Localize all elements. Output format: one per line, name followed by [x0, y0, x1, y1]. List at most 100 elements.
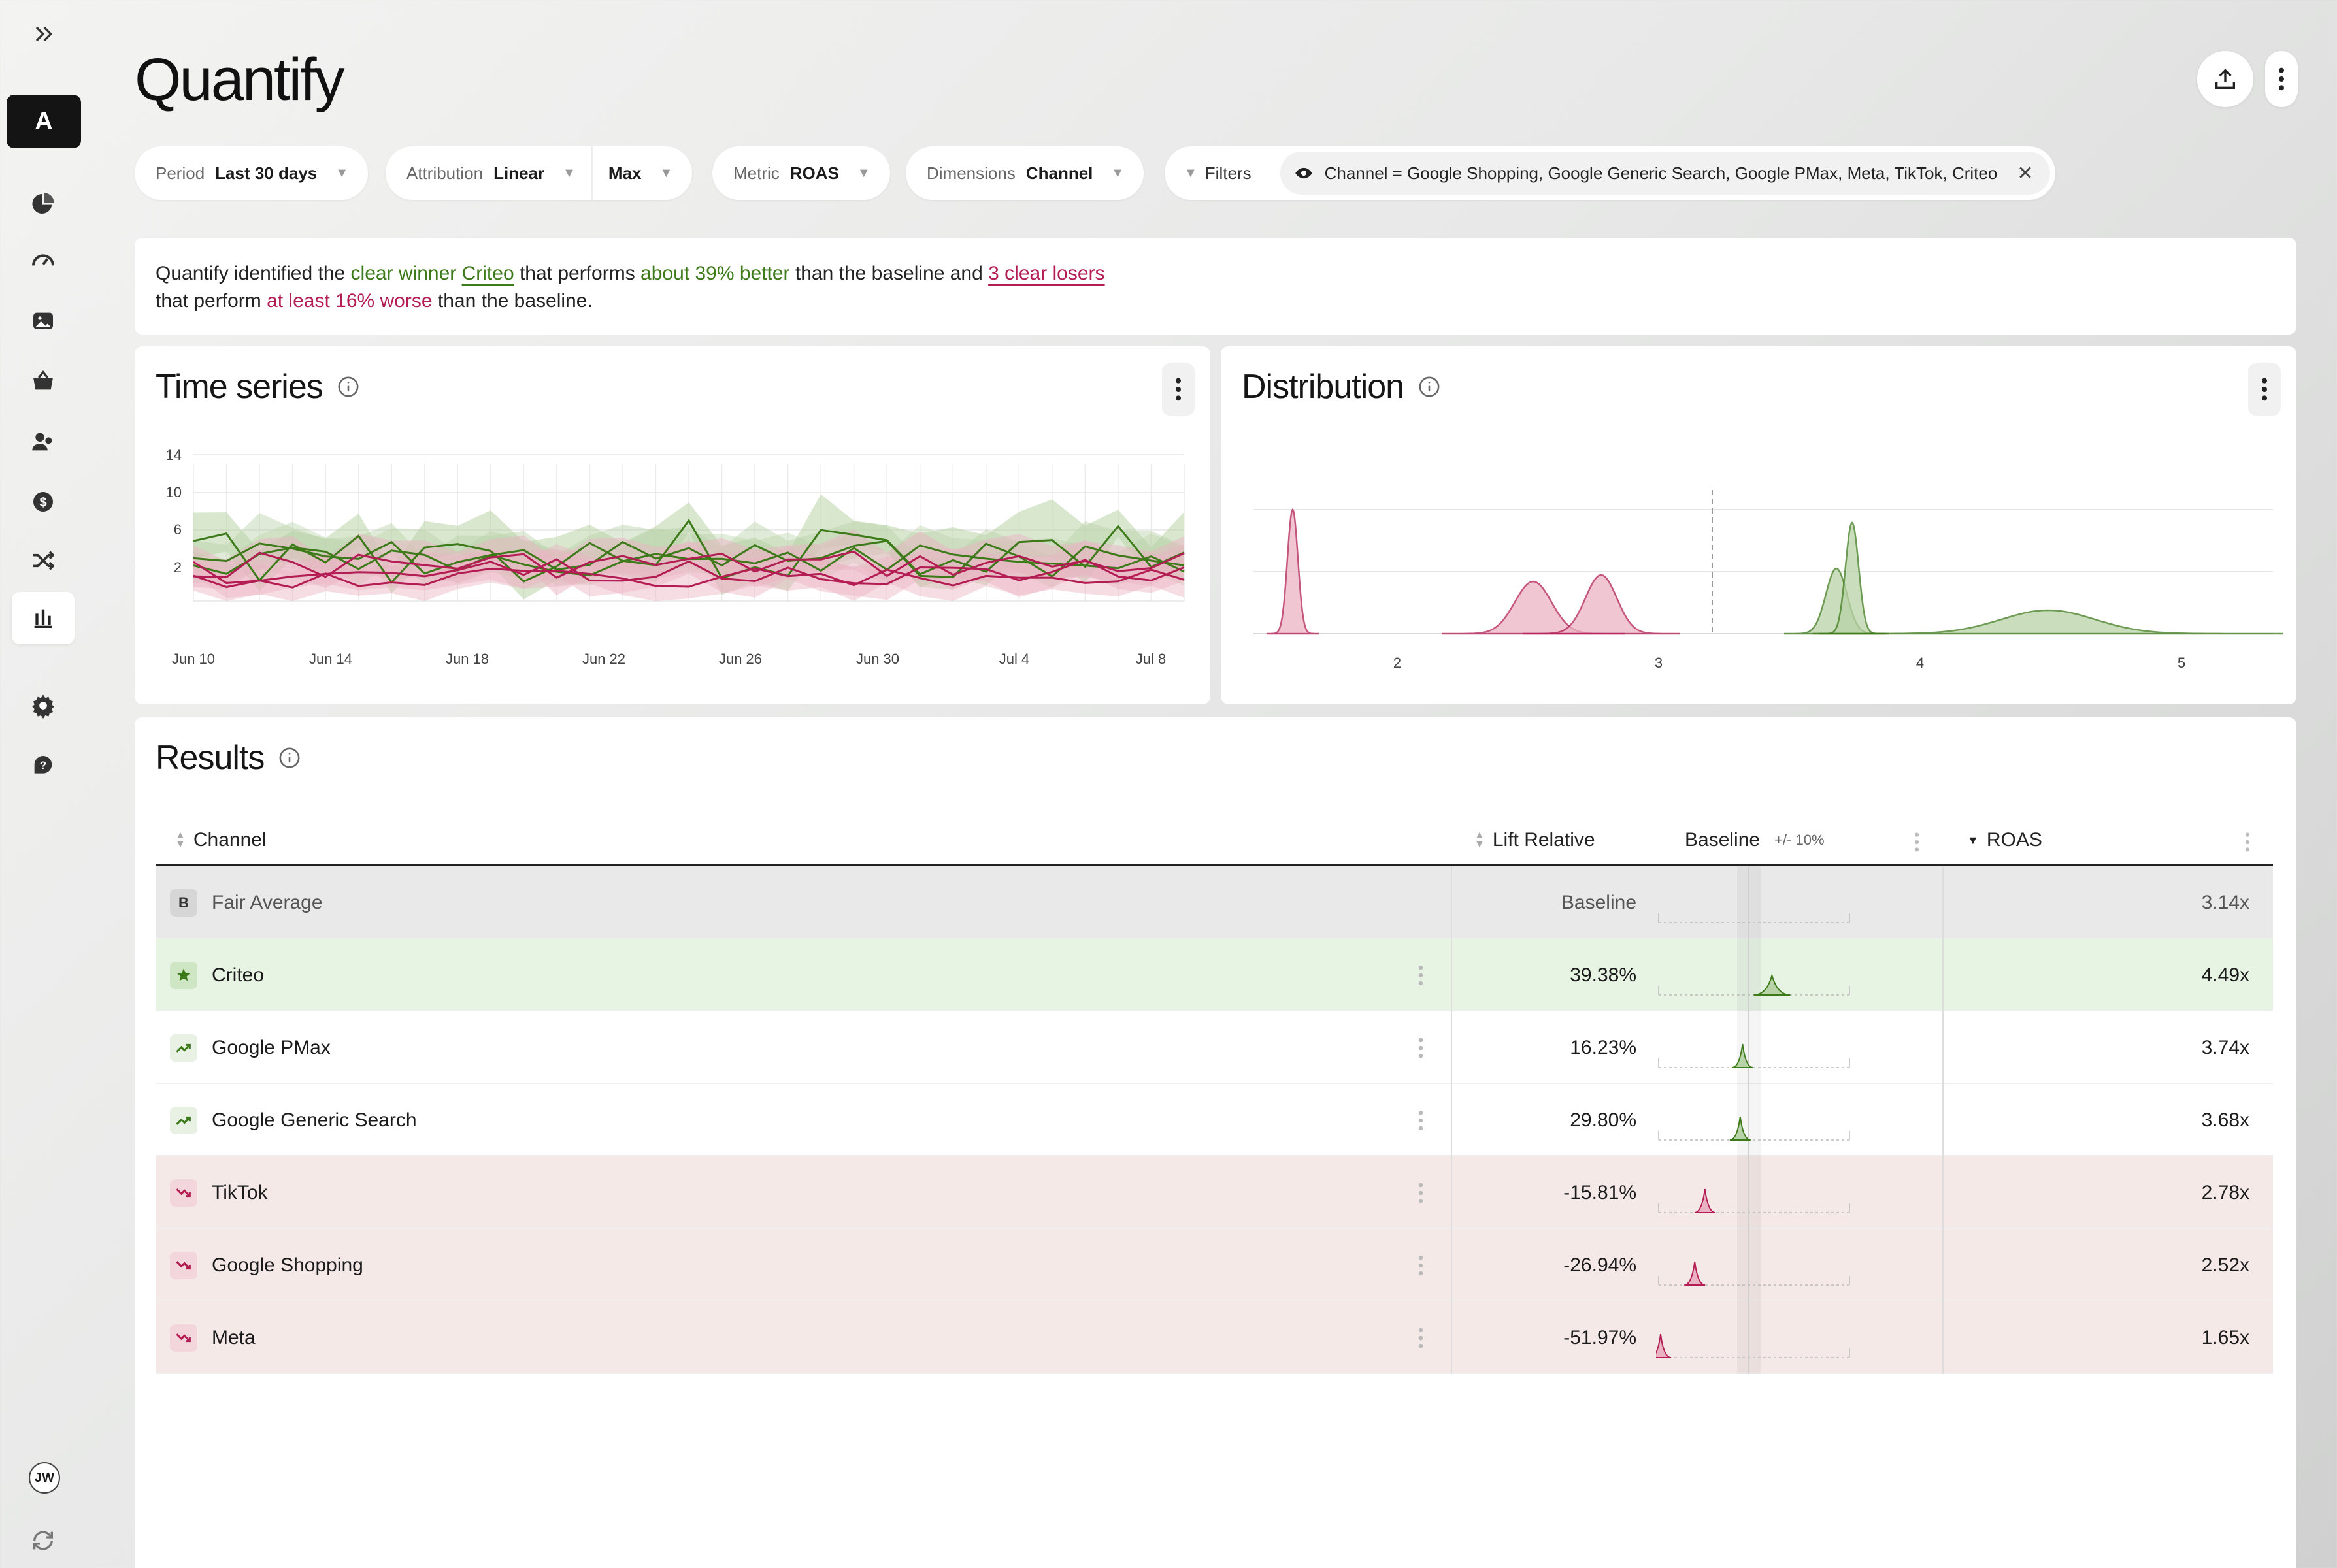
channel-cell: Criteo [170, 939, 264, 1011]
time-series-title: Time series [156, 367, 359, 406]
sidebar-item-dashboard[interactable] [12, 234, 75, 286]
sidebar-item-creatives[interactable] [12, 295, 75, 348]
close-icon[interactable]: ✕ [2017, 162, 2034, 184]
table-row[interactable]: Google PMax 16.23% 3.74x [156, 1011, 2273, 1084]
row-menu-icon[interactable] [1417, 1036, 1425, 1060]
x-tick-label: Jul 4 [999, 651, 1029, 667]
time-series-menu-button[interactable] [1162, 363, 1195, 416]
summary-text: that perform [156, 290, 267, 312]
sidebar-item-journeys[interactable] [12, 534, 75, 587]
table-row[interactable]: Google Shopping -26.94% 2.52x [156, 1229, 2273, 1301]
attribution-model-select[interactable]: Attribution Linear ▼ [406, 146, 576, 200]
user-avatar[interactable]: JW [29, 1462, 60, 1494]
table-row[interactable]: TikTok -15.81% 2.78x [156, 1156, 2273, 1229]
column-divider [1942, 939, 1944, 1011]
winner-link[interactable]: Criteo [461, 263, 514, 284]
table-row[interactable]: B Fair Average Baseline 3.14x [156, 866, 2273, 939]
sidebar-item-overview[interactable] [12, 178, 75, 230]
info-icon[interactable] [337, 376, 359, 398]
row-menu-icon[interactable] [1417, 1326, 1425, 1350]
page-menu-button[interactable] [2265, 51, 2298, 107]
caret-down-icon: ▼ [659, 165, 673, 180]
lift-value: -51.97% [1563, 1326, 1636, 1348]
roas-value: 4.49x [2201, 964, 2249, 986]
column-header-channel[interactable]: ▲ ▼ Channel [175, 814, 267, 866]
lift-value: -15.81% [1563, 1181, 1636, 1203]
distribution-curve [1267, 508, 1319, 635]
summary-text: Quantify identified the [156, 263, 351, 284]
series-line [193, 567, 1185, 589]
sidebar-item-revenue[interactable]: $ [12, 476, 75, 528]
sidebar-item-products[interactable] [12, 355, 75, 407]
column-header-lift[interactable]: ▲ ▼ Lift Relative [1474, 814, 1595, 866]
column-divider [1451, 1301, 1452, 1374]
bar-chart-icon [34, 609, 52, 628]
row-menu-icon[interactable] [1417, 1254, 1425, 1277]
sort-desc-icon: ▼ [1967, 833, 1979, 847]
channel-cell: Google PMax [170, 1011, 331, 1084]
column-header-roas[interactable]: ▼ ROAS [1967, 814, 2042, 866]
column-divider [1451, 1156, 1452, 1229]
series-band [193, 548, 1184, 601]
metric-filter[interactable]: Metric ROAS ▼ [712, 146, 890, 200]
sidebar-item-help[interactable]: ? [12, 740, 75, 792]
distribution-card: Distribution 2 3 4 5 [1221, 346, 2296, 704]
sort-icon: ▲ ▼ [175, 830, 186, 850]
results-table: ▲ ▼ Channel ▲ ▼ Lift Relative Baseline +/-… [156, 814, 2273, 1374]
row-menu-icon[interactable] [1417, 964, 1425, 987]
results-title: Results [156, 738, 301, 777]
trend-down-icon [170, 1324, 197, 1352]
column-header-baseline[interactable]: Baseline +/- 10% [1685, 814, 1825, 866]
table-row[interactable]: Meta -51.97% 1.65x [156, 1301, 2273, 1374]
column-menu-icon[interactable] [1914, 831, 1920, 853]
period-value: Last 30 days [215, 163, 318, 183]
time-series-chart: 14 10 6 2 Jun 10 Jun 14 Jun 18 Jun 22 Ju… [166, 447, 1185, 667]
table-row[interactable]: Criteo 39.38% 4.49x [156, 939, 2273, 1011]
baseline-sparkline [1658, 1156, 1850, 1229]
info-icon[interactable] [1418, 376, 1440, 398]
shuffle-icon [33, 551, 55, 570]
filter-chip[interactable]: Channel = Google Shopping, Google Generi… [1280, 152, 2051, 195]
table-row[interactable]: Google Generic Search 29.80% 3.68x [156, 1084, 2273, 1156]
channel-name: Criteo [212, 964, 265, 986]
gauge-icon [32, 254, 54, 266]
losers-link[interactable]: 3 clear losers [988, 263, 1105, 284]
dimensions-filter[interactable]: Dimensions Channel ▼ [906, 146, 1144, 200]
users-icon [32, 433, 52, 451]
info-icon[interactable] [278, 747, 301, 769]
x-tick-label: 2 [1393, 655, 1401, 671]
expand-sidebar-button[interactable] [12, 8, 75, 60]
org-switcher[interactable]: A [7, 95, 81, 148]
refresh-button[interactable] [12, 1514, 75, 1567]
row-menu-icon[interactable] [1417, 1109, 1425, 1132]
column-divider [1451, 1011, 1452, 1084]
channel-name: Google Shopping [212, 1254, 363, 1276]
attribution-mode-value: Max [608, 163, 642, 183]
trend-up-icon [170, 1034, 197, 1062]
sidebar-item-settings[interactable] [12, 679, 75, 732]
distribution-menu-button[interactable] [2248, 363, 2281, 416]
column-menu-icon[interactable] [2244, 831, 2251, 853]
roas-value: 3.74x [2201, 1036, 2249, 1058]
column-label: ROAS [1986, 829, 2042, 851]
worse-text: at least 16% worse [267, 290, 433, 312]
roas-value: 2.78x [2201, 1181, 2249, 1203]
export-button[interactable] [2197, 51, 2253, 107]
baseline-sparkline [1658, 866, 1850, 939]
card-title-text: Results [156, 739, 265, 777]
filters-bar[interactable]: ▼ Filters Channel = Google Shopping, Goo… [1165, 146, 2056, 200]
column-divider [1451, 1084, 1452, 1156]
period-filter[interactable]: Period Last 30 days ▼ [135, 146, 369, 200]
sidebar-item-quantify[interactable] [12, 592, 75, 644]
x-tick-label: Jun 14 [309, 651, 352, 667]
table-header: ▲ ▼ Channel ▲ ▼ Lift Relative Baseline +/-… [156, 814, 2273, 866]
dollar-icon: $ [33, 492, 53, 512]
y-tick-label: 2 [174, 559, 182, 576]
row-menu-icon[interactable] [1417, 1181, 1425, 1205]
attribution-mode-select[interactable]: Max ▼ [591, 146, 672, 200]
pie-chart-icon [32, 193, 54, 214]
sidebar-item-customers[interactable] [12, 416, 75, 468]
metric-value: ROAS [789, 163, 839, 183]
attribution-filter[interactable]: Attribution Linear ▼ Max ▼ [386, 146, 693, 200]
roas-value: 3.14x [2201, 891, 2249, 913]
